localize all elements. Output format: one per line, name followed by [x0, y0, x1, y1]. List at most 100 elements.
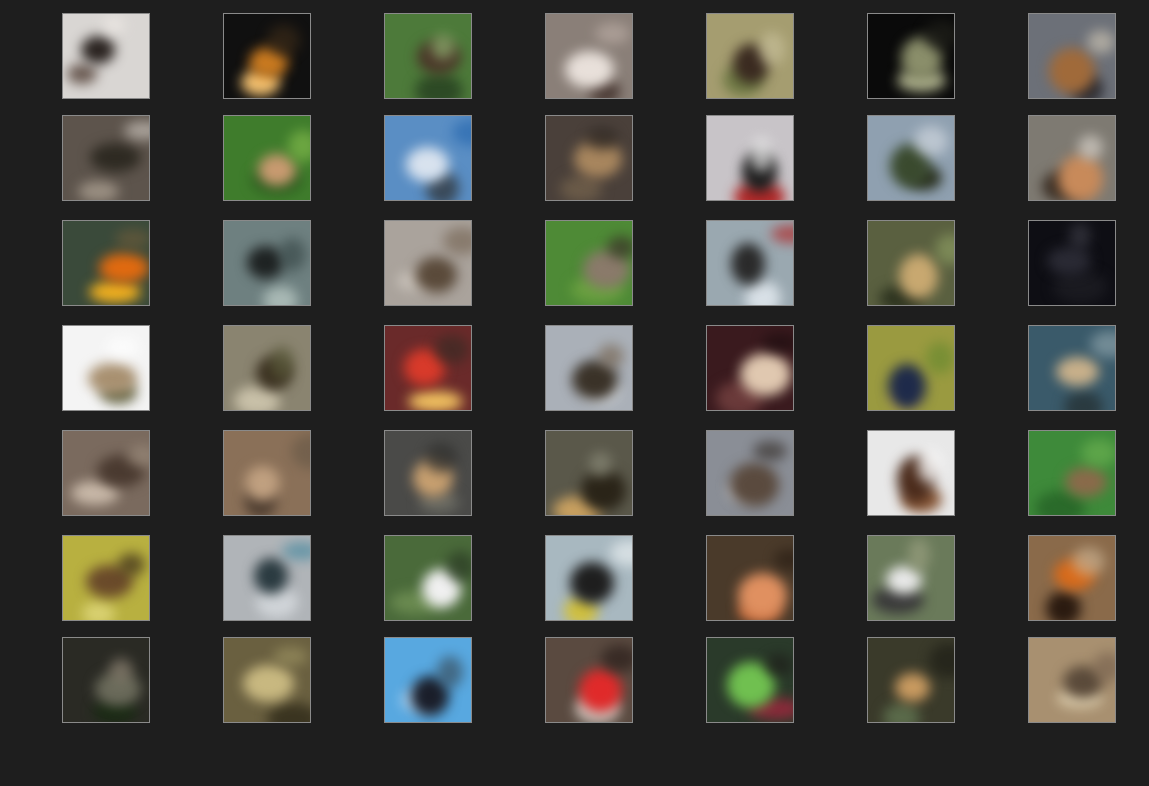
sample-image — [867, 430, 955, 516]
sample-image — [867, 637, 955, 723]
sample-image — [706, 220, 794, 306]
sample-image-blob — [1056, 357, 1099, 386]
sample-image — [62, 220, 150, 306]
sample-image — [62, 535, 150, 621]
sample-image-blob — [1049, 48, 1095, 94]
sample-image-blob — [90, 143, 141, 172]
sample-image — [706, 325, 794, 411]
sample-image-blob — [243, 665, 294, 702]
sample-image — [223, 325, 311, 411]
sample-image-blob — [935, 234, 954, 265]
sample-image — [545, 13, 633, 99]
sample-image-blob — [437, 656, 463, 688]
sample-image — [62, 637, 150, 723]
sample-image-blob — [415, 257, 457, 293]
sample-image-blob — [443, 227, 471, 255]
sample-image — [62, 430, 150, 516]
sample-image — [1028, 430, 1116, 516]
sample-image — [384, 325, 472, 411]
sample-image-blob — [560, 176, 602, 200]
sample-image-blob — [888, 364, 926, 410]
sample-image-blob — [78, 181, 119, 200]
sample-image-blob — [774, 549, 793, 570]
sample-image — [867, 535, 955, 621]
sample-image — [867, 325, 955, 411]
sample-image-blob — [759, 32, 785, 66]
sample-image — [384, 13, 472, 99]
sample-image-blob — [745, 281, 781, 305]
sample-image — [706, 637, 794, 723]
sample-image-blob — [263, 286, 298, 305]
sample-image — [545, 220, 633, 306]
sample-image — [223, 220, 311, 306]
sample-image-blob — [109, 658, 133, 682]
sample-image-blob — [127, 445, 149, 467]
sample-image — [384, 220, 472, 306]
sample-image-blob — [753, 441, 787, 461]
sample-image — [384, 637, 472, 723]
sample-image — [1028, 325, 1116, 411]
sample-image-blob — [118, 553, 145, 576]
sample-image-blob — [565, 51, 614, 88]
sample-image — [384, 115, 472, 201]
sample-image-blob — [895, 673, 930, 702]
sample-image-blob — [99, 253, 149, 283]
sample-image-blob — [247, 246, 284, 279]
sample-image-blob — [1046, 591, 1081, 620]
sample-image-blob — [89, 281, 141, 303]
sample-image — [1028, 115, 1116, 201]
sample-image-blob — [245, 466, 280, 501]
sample-image-blob — [579, 669, 622, 712]
sample-image — [706, 115, 794, 201]
sample-image-blob — [279, 238, 306, 271]
sample-image-blob — [425, 443, 457, 473]
sample-image-blob — [610, 540, 632, 566]
sample-image-blob — [124, 121, 149, 140]
sample-image-blob — [415, 74, 463, 98]
sample-image-blob — [88, 363, 137, 394]
sample-image-blob — [291, 434, 310, 469]
sample-image-blob — [1058, 155, 1103, 200]
sample-image-blob — [406, 147, 449, 182]
sample-image-blob — [1072, 547, 1105, 576]
sample-image-blob — [1065, 467, 1107, 497]
sample-image-blob — [762, 333, 793, 352]
sample-image-blob — [434, 335, 469, 364]
sample-image — [62, 13, 150, 99]
sample-image-blob — [598, 344, 624, 368]
sample-image-blob — [729, 463, 779, 507]
sample-image-blob — [254, 558, 288, 594]
sample-image-blob — [273, 647, 308, 666]
sample-image-blob — [282, 542, 310, 560]
sample-image-blob — [908, 538, 930, 572]
sample-image-blob — [452, 119, 471, 146]
sample-image — [1028, 637, 1116, 723]
sample-image-blob — [917, 450, 942, 483]
sample-image-blob — [258, 154, 296, 186]
sample-image — [545, 637, 633, 723]
sample-image — [62, 115, 150, 201]
sample-image — [223, 13, 311, 99]
sample-image-blob — [883, 703, 920, 722]
sample-image-blob — [589, 452, 612, 477]
sample-image — [867, 13, 955, 99]
sample-image-blob — [408, 391, 463, 410]
sample-image-blob — [750, 137, 773, 172]
sample-image-blob — [1093, 652, 1115, 682]
sample-image — [706, 13, 794, 99]
sample-image-blob — [446, 551, 471, 582]
sample-image — [545, 115, 633, 201]
sample-image — [223, 430, 311, 516]
sample-image — [706, 535, 794, 621]
sample-image-blob — [1081, 439, 1115, 467]
sample-image-blob — [267, 25, 300, 56]
sample-image-blob — [115, 229, 149, 249]
sample-image-blob — [765, 654, 793, 676]
sample-image-blob — [1090, 331, 1115, 358]
sample-image-blob — [607, 236, 632, 259]
sample-image — [1028, 13, 1116, 99]
sample-image-blob — [1087, 30, 1115, 54]
sample-image-blob — [929, 643, 954, 678]
sample-image-blob — [81, 36, 115, 64]
